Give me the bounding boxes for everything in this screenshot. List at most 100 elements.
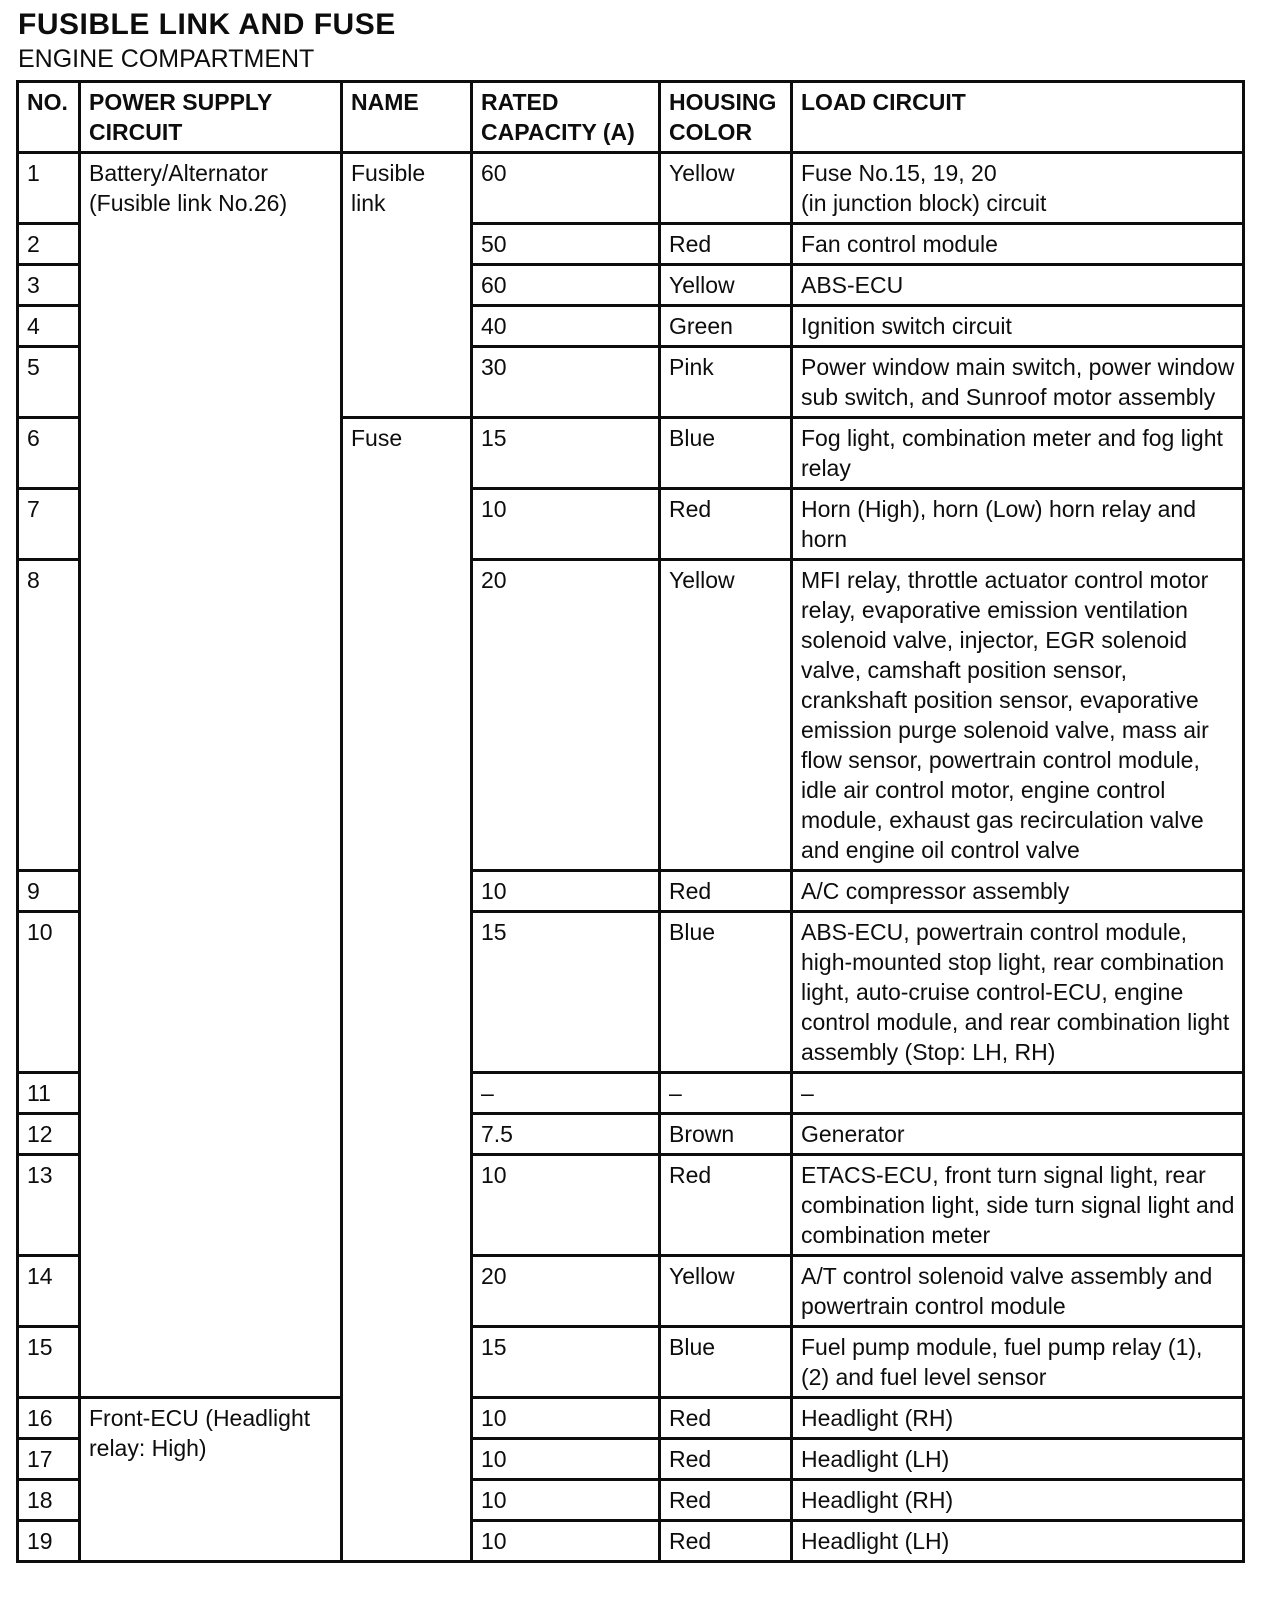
load-circuit-cell: Fog light, combination meter and fog lig… [790, 416, 1245, 490]
rated-capacity-cell: 20 [470, 1254, 661, 1328]
housing-color-cell: Red [658, 1437, 793, 1481]
load-circuit-cell: Headlight (RH) [790, 1396, 1245, 1440]
rated-capacity-cell: 15 [470, 416, 661, 490]
housing-color-cell: Yellow [658, 1254, 793, 1328]
rated-capacity-cell: 10 [470, 869, 661, 913]
rated-capacity-cell: – [470, 1071, 661, 1115]
row-number-cell: 11 [16, 1071, 81, 1115]
load-circuit-cell: Fan control module [790, 222, 1245, 266]
load-circuit-cell: MFI relay, throttle actuator control mot… [790, 558, 1245, 872]
header-power-supply-circuit: POWER SUPPLY CIRCUIT [78, 80, 343, 154]
housing-color-cell: Blue [658, 416, 793, 490]
header-load-circuit: LOAD CIRCUIT [790, 80, 1245, 154]
table-row: 5 30 Pink Power window main switch, power w… [16, 345, 1245, 419]
rated-capacity-cell: 10 [470, 1519, 661, 1563]
table-row: 14 20 Yellow A/T control solenoid valve ass… [16, 1254, 1245, 1328]
table-row: 1 Battery/Alternator (Fusible link No.26)… [16, 151, 1245, 1399]
housing-color-cell: Yellow [658, 558, 793, 872]
row-number-cell: 18 [16, 1478, 81, 1522]
load-circuit-cell: A/T control solenoid valve assembly and … [790, 1254, 1245, 1328]
load-circuit-cell: Headlight (RH) [790, 1478, 1245, 1522]
table-row: 7 10 Red Horn (High), horn (Low) horn relay… [16, 487, 1245, 561]
table-row: 12 7.5 Brown Generator [16, 1112, 1245, 1156]
header-housing-color: HOUSING COLOR [658, 80, 793, 154]
table-row: 10 15 Blue ABS-ECU, powertrain control modu… [16, 910, 1245, 1074]
load-circuit-cell: Ignition switch circuit [790, 304, 1245, 348]
rated-capacity-cell: 7.5 [470, 1112, 661, 1156]
table-row: 16 Front-ECU (Headlight relay: High) 10 Red… [16, 1396, 1245, 1563]
row-number-cell: 15 [16, 1325, 81, 1399]
table-row: 4 40 Green Ignition switch circuit [16, 304, 1245, 348]
row-number-cell: 17 [16, 1437, 81, 1481]
power-supply-circuit-cell: Front-ECU (Headlight relay: High) [78, 1396, 343, 1563]
page-title: FUSIBLE LINK AND FUSE [18, 8, 396, 41]
housing-color-cell: – [658, 1071, 793, 1115]
housing-color-cell: Pink [658, 345, 793, 419]
housing-color-cell: Brown [658, 1112, 793, 1156]
rated-capacity-cell: 40 [470, 304, 661, 348]
load-circuit-cell: Fuse No.15, 19, 20 (in junction block) c… [790, 151, 1245, 225]
page-subtitle: ENGINE COMPARTMENT [18, 45, 315, 73]
rated-capacity-cell: 60 [470, 263, 661, 307]
housing-color-cell: Red [658, 869, 793, 913]
housing-color-cell: Blue [658, 1325, 793, 1399]
housing-color-cell: Red [658, 222, 793, 266]
table-row: 2 50 Red Fan control module [16, 222, 1245, 266]
rated-capacity-cell: 15 [470, 910, 661, 1074]
fuse-table: NO. POWER SUPPLY CIRCUIT NAME RATED CAPA… [16, 80, 1245, 1563]
housing-color-cell: Red [658, 1396, 793, 1440]
rated-capacity-cell: 20 [470, 558, 661, 872]
load-circuit-cell: ABS-ECU, powertrain control module, high… [790, 910, 1245, 1074]
rated-capacity-cell: 10 [470, 487, 661, 561]
header-no: NO. [16, 80, 81, 154]
table-row: 11– – – [16, 1071, 1245, 1115]
housing-color-cell: Red [658, 487, 793, 561]
table-row: 13 10 Red ETACS-ECU, front turn signal ligh… [16, 1153, 1245, 1257]
row-number-cell: 12 [16, 1112, 81, 1156]
manual-page: FUSIBLE LINK AND FUSE ENGINE COMPARTMENT… [16, 8, 1245, 1563]
rated-capacity-cell: 15 [470, 1325, 661, 1399]
row-number-cell: 6 [16, 416, 81, 490]
header-rated-capacity: RATED CAPACITY (A) [470, 80, 661, 154]
load-circuit-cell: ABS-ECU [790, 263, 1245, 307]
load-circuit-cell: ETACS-ECU, front turn signal light, rear… [790, 1153, 1245, 1257]
rated-capacity-cell: 10 [470, 1153, 661, 1257]
rated-capacity-cell: 10 [470, 1437, 661, 1481]
fuse-table-header: NO. POWER SUPPLY CIRCUIT NAME RATED CAPA… [16, 80, 1245, 154]
row-number-cell: 14 [16, 1254, 81, 1328]
row-number-cell: 2 [16, 222, 81, 266]
load-circuit-cell: Generator [790, 1112, 1245, 1156]
table-row: 18 10 Red Headlight (RH) [16, 1478, 1245, 1522]
table-row: 15 15 Blue Fuel pump module, fuel pump rela… [16, 1325, 1245, 1399]
header-row: NO. POWER SUPPLY CIRCUIT NAME RATED CAPA… [16, 80, 1245, 154]
row-number-cell: 3 [16, 263, 81, 307]
header-name: NAME [340, 80, 473, 154]
table-row: 8 20 Yellow MFI relay, throttle actuator co… [16, 558, 1245, 872]
row-number-cell: 1 [16, 151, 81, 225]
table-row: 9 10 Red A/C compressor assembly [16, 869, 1245, 913]
load-circuit-cell: A/C compressor assembly [790, 869, 1245, 913]
housing-color-cell: Red [658, 1478, 793, 1522]
load-circuit-cell: Headlight (LH) [790, 1437, 1245, 1481]
housing-color-cell: Green [658, 304, 793, 348]
load-circuit-cell: Power window main switch, power window s… [790, 345, 1245, 419]
load-circuit-cell: Fuel pump module, fuel pump relay (1), (… [790, 1325, 1245, 1399]
power-supply-circuit-cell: Battery/Alternator (Fusible link No.26) [78, 151, 343, 1399]
load-circuit-cell: – [790, 1071, 1245, 1115]
row-number-cell: 13 [16, 1153, 81, 1257]
rated-capacity-cell: 30 [470, 345, 661, 419]
row-number-cell: 7 [16, 487, 81, 561]
load-circuit-cell: Horn (High), horn (Low) horn relay and h… [790, 487, 1245, 561]
name-cell: Fusible link [340, 151, 473, 419]
table-row: 6 Fuse 15 Blue Fog light, combination meter … [16, 416, 1245, 1563]
table-row: 3 60 Yellow ABS-ECU [16, 263, 1245, 307]
load-circuit-cell: Headlight (LH) [790, 1519, 1245, 1563]
row-number-cell: 9 [16, 869, 81, 913]
rated-capacity-cell: 60 [470, 151, 661, 225]
housing-color-cell: Red [658, 1519, 793, 1563]
row-number-cell: 4 [16, 304, 81, 348]
rated-capacity-cell: 10 [470, 1396, 661, 1440]
table-row: 17 10 Red Headlight (LH) [16, 1437, 1245, 1481]
rated-capacity-cell: 50 [470, 222, 661, 266]
row-number-cell: 10 [16, 910, 81, 1074]
